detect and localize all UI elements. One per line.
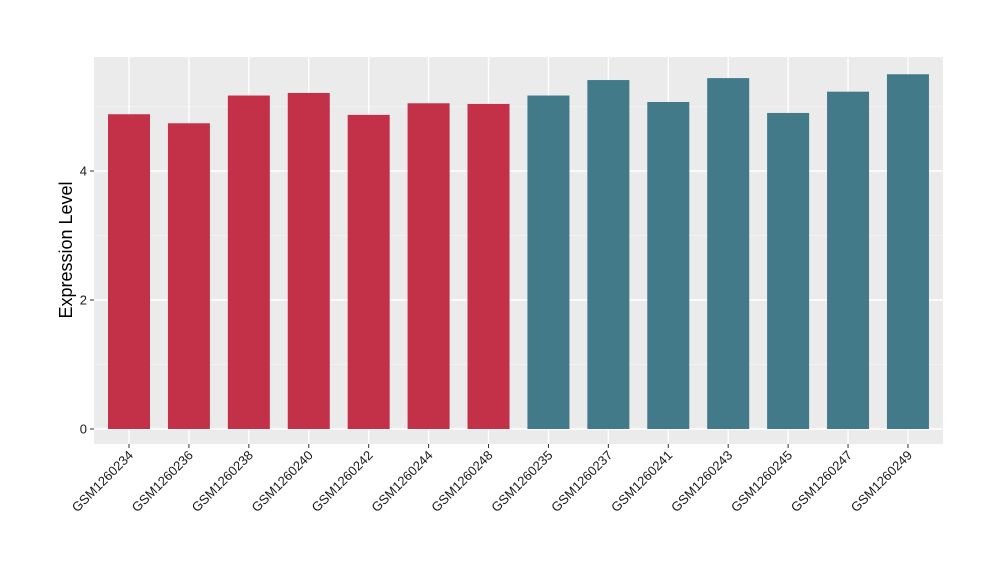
- x-tick-label: GSM1260241: [608, 448, 675, 515]
- bar-GSM1260236: [167, 123, 210, 430]
- x-tick-label: GSM1260235: [488, 448, 555, 515]
- y-tick-label: 4: [80, 164, 87, 179]
- y-axis-title: Expression Level: [56, 181, 76, 318]
- bar-GSM1260237: [587, 80, 630, 430]
- x-tick-label: GSM1260236: [129, 448, 196, 515]
- x-tick-label: GSM1260248: [428, 448, 495, 515]
- x-tick-label: GSM1260238: [189, 448, 256, 515]
- y-axis: 0 2 4: [80, 164, 94, 437]
- bar-GSM1260234: [108, 114, 150, 430]
- y-tick-label: 0: [80, 422, 87, 437]
- bars: [108, 74, 929, 430]
- bar-GSM1260235: [527, 95, 570, 429]
- x-tick-label: GSM1260243: [668, 448, 735, 515]
- bar-GSM1260248: [467, 103, 510, 430]
- x-tick-label: GSM1260245: [728, 448, 795, 515]
- plot-panel: [94, 57, 943, 444]
- x-tick-label: GSM1260249: [848, 448, 915, 515]
- bar-GSM1260247: [827, 91, 870, 429]
- x-tick-label: GSM1260247: [788, 448, 855, 515]
- bar-GSM1260238: [227, 95, 270, 429]
- bar-GSM1260243: [707, 78, 750, 430]
- bar-GSM1260240: [287, 92, 330, 429]
- x-axis: GSM1260234GSM1260236GSM1260238GSM1260240…: [69, 444, 915, 515]
- bar-GSM1260244: [407, 103, 450, 430]
- x-tick-label: GSM1260237: [548, 448, 615, 515]
- bar-GSM1260241: [647, 101, 690, 430]
- x-tick-label: GSM1260234: [69, 448, 136, 515]
- bar-GSM1260242: [347, 114, 390, 429]
- x-tick-label: GSM1260244: [368, 448, 435, 515]
- x-tick-label: GSM1260242: [308, 448, 375, 515]
- bar-GSM1260245: [767, 112, 810, 429]
- x-tick-label: GSM1260240: [249, 448, 316, 515]
- bar-GSM1260249: [886, 74, 929, 429]
- y-tick-label: 2: [80, 293, 87, 308]
